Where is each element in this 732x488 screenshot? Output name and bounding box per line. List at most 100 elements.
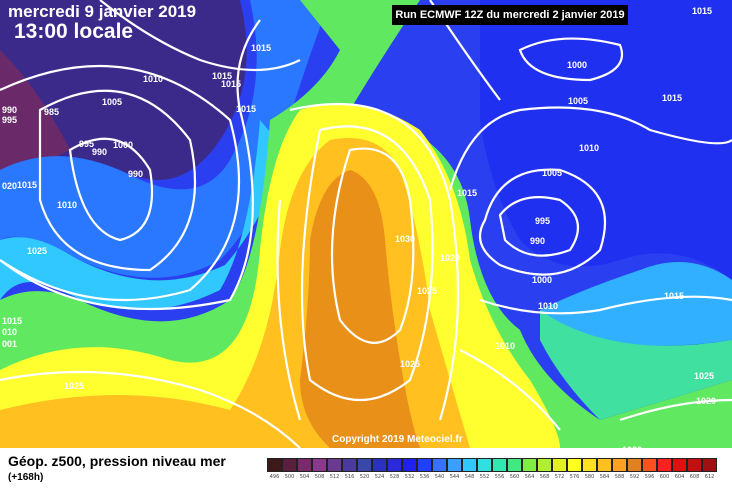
isobar-value-label: 1025 — [400, 359, 420, 369]
scale-tick-label: 564 — [524, 474, 535, 480]
scale-tick-label: 548 — [464, 474, 475, 480]
scale-tick-label: 612 — [704, 474, 715, 480]
scale-swatch — [387, 458, 402, 472]
isobar-value-label: 985 — [44, 107, 59, 117]
scale-tick-label: 588 — [614, 474, 625, 480]
scale-tick-label: 580 — [584, 474, 595, 480]
scale-tick-label: 600 — [659, 474, 670, 480]
scale-tick-label: 568 — [539, 474, 550, 480]
isobar-value-label: 020 — [2, 181, 17, 191]
scale-tick-label: 496 — [269, 474, 280, 480]
isobar-value-label: 1015 — [2, 316, 22, 326]
isobar-value-label: 1005 — [102, 97, 122, 107]
scale-swatch — [297, 458, 312, 472]
isobar-value-label: 1015 — [457, 188, 477, 198]
scale-tick-label: 528 — [389, 474, 400, 480]
scale-swatch — [642, 458, 657, 472]
scale-tick-label: 592 — [629, 474, 640, 480]
scale-tick-label: 604 — [674, 474, 685, 480]
scale-tick-label: 576 — [569, 474, 580, 480]
isobar-value-label: 990 — [92, 147, 107, 157]
isobar-value-label: 1005 — [568, 96, 588, 106]
east-cyan — [540, 262, 732, 346]
blue-belt-west — [0, 0, 330, 278]
isobar-value-label: 990 — [2, 105, 17, 115]
scale-tick-label: 500 — [284, 474, 295, 480]
scale-swatch — [357, 458, 372, 472]
isobar-value-label: 1020 — [440, 253, 460, 263]
isobar-value-label: 995 — [2, 115, 17, 125]
scale-tick-label: 524 — [374, 474, 385, 480]
scale-swatch — [567, 458, 582, 472]
forecast-step: (+168h) — [8, 472, 44, 483]
scale-tick-label: 544 — [449, 474, 460, 480]
scale-tick-label: 572 — [554, 474, 565, 480]
isobar-value-label: 001 — [2, 339, 17, 349]
isobar-value-label: 1020 — [696, 396, 716, 406]
scale-swatch — [402, 458, 417, 472]
isobar-value-label: 1015 — [662, 93, 682, 103]
scale-swatch — [477, 458, 492, 472]
scale-swatch — [507, 458, 522, 472]
valid-date-title: mercredi 9 janvier 2019 — [8, 2, 197, 21]
isobar-value-label: 1030 — [395, 234, 415, 244]
isobar-value-label: 1010 — [57, 200, 77, 210]
scale-swatch — [462, 458, 477, 472]
scale-swatch — [342, 458, 357, 472]
scale-swatch — [372, 458, 387, 472]
scale-tick-label: 552 — [479, 474, 490, 480]
isobar-lines — [0, 0, 732, 448]
isobar-value-label: 990 — [128, 169, 143, 179]
east-low-blue — [480, 0, 732, 280]
scale-tick-label: 508 — [314, 474, 325, 480]
east-green — [540, 310, 732, 420]
scale-swatch — [612, 458, 627, 472]
scale-swatch — [312, 458, 327, 472]
isobar-value-label: 1025 — [64, 381, 84, 391]
scale-swatch — [432, 458, 447, 472]
scale-tick-label: 512 — [329, 474, 340, 480]
scale-tick-label: 532 — [404, 474, 415, 480]
isobar-value-label: 010 — [2, 327, 17, 337]
isobar-value-label: 1000 — [532, 275, 552, 285]
copyright-text: Copyright 2019 Meteociel.fr — [332, 434, 463, 445]
scale-swatch — [582, 458, 597, 472]
isobar-value-label: 1010 — [538, 301, 558, 311]
isobar-value-label: 1015 — [221, 79, 241, 89]
scale-tick-label: 504 — [299, 474, 310, 480]
valid-time-title: 13:00 locale — [14, 20, 134, 43]
isobar-value-label: 1025 — [417, 286, 437, 296]
scale-swatch — [282, 458, 297, 472]
scale-swatch — [267, 458, 282, 472]
scale-swatch — [522, 458, 537, 472]
scale-swatch — [657, 458, 672, 472]
scale-tick-label: 520 — [359, 474, 370, 480]
scale-swatch — [552, 458, 567, 472]
scale-tick-label: 556 — [494, 474, 505, 480]
scale-tick-label: 596 — [644, 474, 655, 480]
scale-swatch — [537, 458, 552, 472]
isobar-value-label: 995 — [79, 139, 94, 149]
scale-tick-label: 516 — [344, 474, 355, 480]
isobar-value-label: 1015 — [212, 71, 232, 81]
isobar-value-label: 1025 — [27, 246, 47, 256]
scale-swatch — [447, 458, 462, 472]
scale-swatch — [627, 458, 642, 472]
scale-swatch — [327, 458, 342, 472]
scale-swatch — [597, 458, 612, 472]
isobar-value-label: 1015 — [17, 180, 37, 190]
scale-swatch — [672, 458, 687, 472]
isobar-value-label: 990 — [530, 236, 545, 246]
isobar-value-label: 1015 — [664, 291, 684, 301]
isobar-value-label: 1010 — [495, 341, 515, 351]
scale-tick-label: 540 — [434, 474, 445, 480]
isobar-value-label: 1010 — [579, 143, 599, 153]
field-description: Géop. z500, pression niveau mer — [8, 453, 226, 469]
scale-tick-label: 560 — [509, 474, 520, 480]
scale-tick-label: 584 — [599, 474, 610, 480]
isobar-value-label: 1020 — [622, 445, 642, 448]
isobar-value-label: 1015 — [251, 43, 271, 53]
scale-tick-label: 536 — [419, 474, 430, 480]
